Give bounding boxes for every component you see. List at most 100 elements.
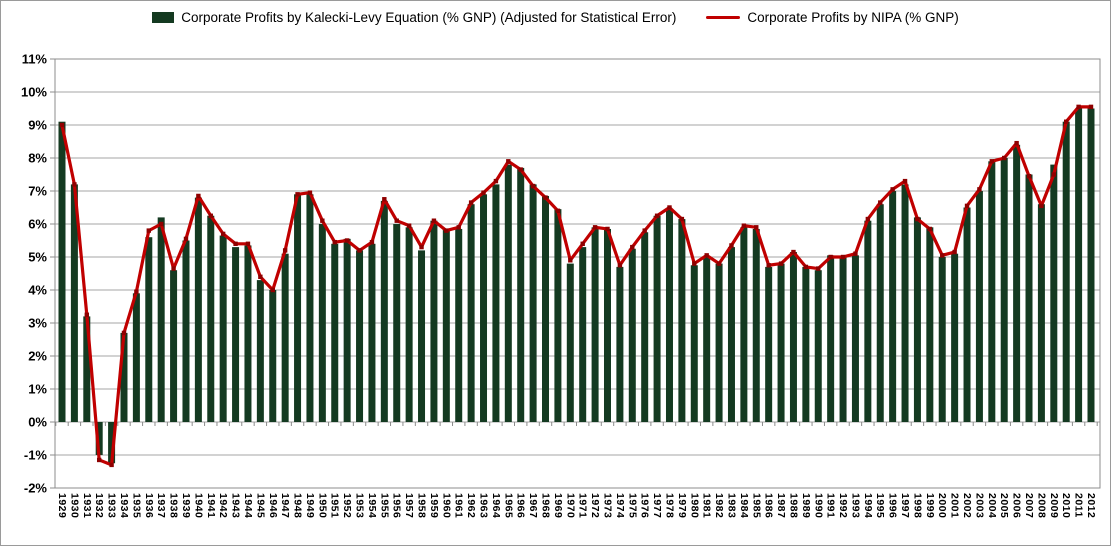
- nipa-marker-1960: [444, 228, 449, 233]
- x-axis-label-1979: 1979: [676, 493, 688, 518]
- nipa-marker-1976: [642, 228, 647, 233]
- nipa-marker-1934: [121, 330, 127, 336]
- bar-1939: [182, 240, 190, 422]
- nipa-marker-1978: [667, 205, 672, 210]
- x-axis-label-2000: 2000: [936, 493, 948, 518]
- nipa-marker-2011: [1076, 104, 1081, 110]
- x-axis-label-1949: 1949: [304, 493, 316, 518]
- bar-2003: [975, 191, 983, 422]
- x-axis-label-2009: 2009: [1048, 493, 1060, 518]
- bar-2010: [1062, 121, 1070, 422]
- nipa-marker-1996: [890, 187, 895, 192]
- x-axis-label-1935: 1935: [130, 493, 142, 518]
- y-axis-label-0: 0%: [28, 415, 47, 430]
- bar-1979: [678, 219, 686, 422]
- nipa-marker-1966: [518, 167, 523, 172]
- x-axis-label-1996: 1996: [887, 493, 899, 518]
- nipa-marker-1975: [630, 244, 635, 250]
- y-axis-label-3: 3%: [28, 316, 47, 331]
- x-axis-label-1955: 1955: [378, 493, 390, 518]
- nipa-line: [60, 105, 1093, 467]
- x-axis-label-1980: 1980: [688, 493, 700, 518]
- bar-2009: [1050, 164, 1058, 422]
- nipa-marker-1964: [493, 178, 499, 184]
- bar-1935: [132, 293, 140, 422]
- y-axis-label-7: 7%: [28, 184, 47, 199]
- x-axis-label-1938: 1938: [168, 493, 180, 518]
- nipa-marker-2004: [989, 159, 995, 164]
- bar-2012: [1087, 108, 1095, 422]
- bar-1975: [628, 248, 636, 422]
- bar-1950: [318, 224, 326, 422]
- nipa-marker-1983: [729, 243, 734, 248]
- x-axis-label-1947: 1947: [279, 493, 291, 518]
- x-axis-label-1998: 1998: [911, 493, 923, 518]
- bar-1940: [194, 197, 202, 422]
- bar-1988: [789, 252, 797, 422]
- nipa-marker-1946: [270, 287, 275, 293]
- nipa-marker-1957: [406, 223, 412, 228]
- nipa-marker-1933: [109, 462, 114, 468]
- x-axis-label-1932: 1932: [93, 493, 105, 518]
- bar-2006: [1013, 144, 1021, 423]
- x-axis-label-2007: 2007: [1023, 493, 1035, 518]
- x-axis-label-1994: 1994: [862, 493, 874, 518]
- bar-1980: [690, 265, 698, 422]
- nipa-marker-1941: [208, 213, 213, 218]
- nipa-marker-1949: [307, 190, 313, 195]
- nipa-marker-2000: [940, 253, 945, 258]
- bar-1931: [83, 316, 91, 422]
- nipa-marker-1963: [481, 190, 486, 195]
- nipa-marker-1988: [791, 249, 796, 255]
- x-axis-label-1992: 1992: [837, 493, 849, 518]
- nipa-marker-1965: [506, 159, 511, 164]
- nipa-marker-1955: [382, 197, 387, 202]
- bar-1989: [802, 266, 810, 422]
- y-axis-label-5: 5%: [28, 250, 47, 265]
- x-axis-label-1977: 1977: [651, 493, 663, 518]
- bar-1933: [108, 422, 116, 464]
- bar-1993: [851, 255, 859, 422]
- x-axis-label-2008: 2008: [1035, 493, 1047, 518]
- bar-1986: [765, 266, 773, 422]
- nipa-series-swatch-icon: [706, 15, 741, 20]
- x-axis-label-1956: 1956: [391, 493, 403, 518]
- nipa-marker-1931: [84, 312, 89, 317]
- bar-2008: [1037, 204, 1045, 422]
- bar-1974: [616, 266, 624, 422]
- bar-1994: [864, 220, 872, 422]
- x-axis-label-1974: 1974: [614, 493, 626, 518]
- nipa-marker-1968: [543, 195, 548, 200]
- y-axis-label-1: 1%: [28, 382, 47, 397]
- bar-1951: [331, 243, 339, 422]
- nipa-marker-1932: [96, 457, 102, 463]
- x-axis-label-1951: 1951: [329, 493, 341, 518]
- legend-item-nipa: Corporate Profits by NIPA (% GNP): [706, 10, 959, 25]
- nipa-legend-label: Corporate Profits by NIPA (% GNP): [747, 10, 959, 25]
- bar-1981: [703, 257, 711, 422]
- x-axis-label-1984: 1984: [738, 493, 750, 518]
- x-axis-label-1943: 1943: [230, 493, 242, 518]
- nipa-marker-1939: [183, 236, 189, 242]
- x-axis-label-1989: 1989: [800, 493, 812, 518]
- bar-1959: [430, 220, 438, 422]
- nipa-marker-1997: [902, 178, 908, 184]
- bar-1936: [145, 237, 153, 422]
- bar-1956: [393, 224, 401, 422]
- bar-1987: [777, 263, 785, 422]
- x-axis-label-1997: 1997: [899, 493, 911, 518]
- x-axis-label-1966: 1966: [515, 493, 527, 518]
- x-axis-label-1944: 1944: [242, 493, 254, 518]
- x-axis-label-1991: 1991: [825, 493, 837, 518]
- bar-1962: [467, 204, 475, 422]
- bar-2007: [1025, 174, 1033, 422]
- y-axis-label-8: 8%: [28, 151, 47, 166]
- nipa-marker-1993: [853, 251, 858, 256]
- nipa-marker-1981: [704, 253, 709, 258]
- bar-1960: [442, 228, 450, 422]
- bar-1985: [752, 228, 760, 422]
- x-axis-label-1965: 1965: [502, 493, 514, 518]
- chart-legend: Corporate Profits by Kalecki-Levy Equati…: [1, 10, 1110, 25]
- nipa-marker-1956: [394, 218, 399, 223]
